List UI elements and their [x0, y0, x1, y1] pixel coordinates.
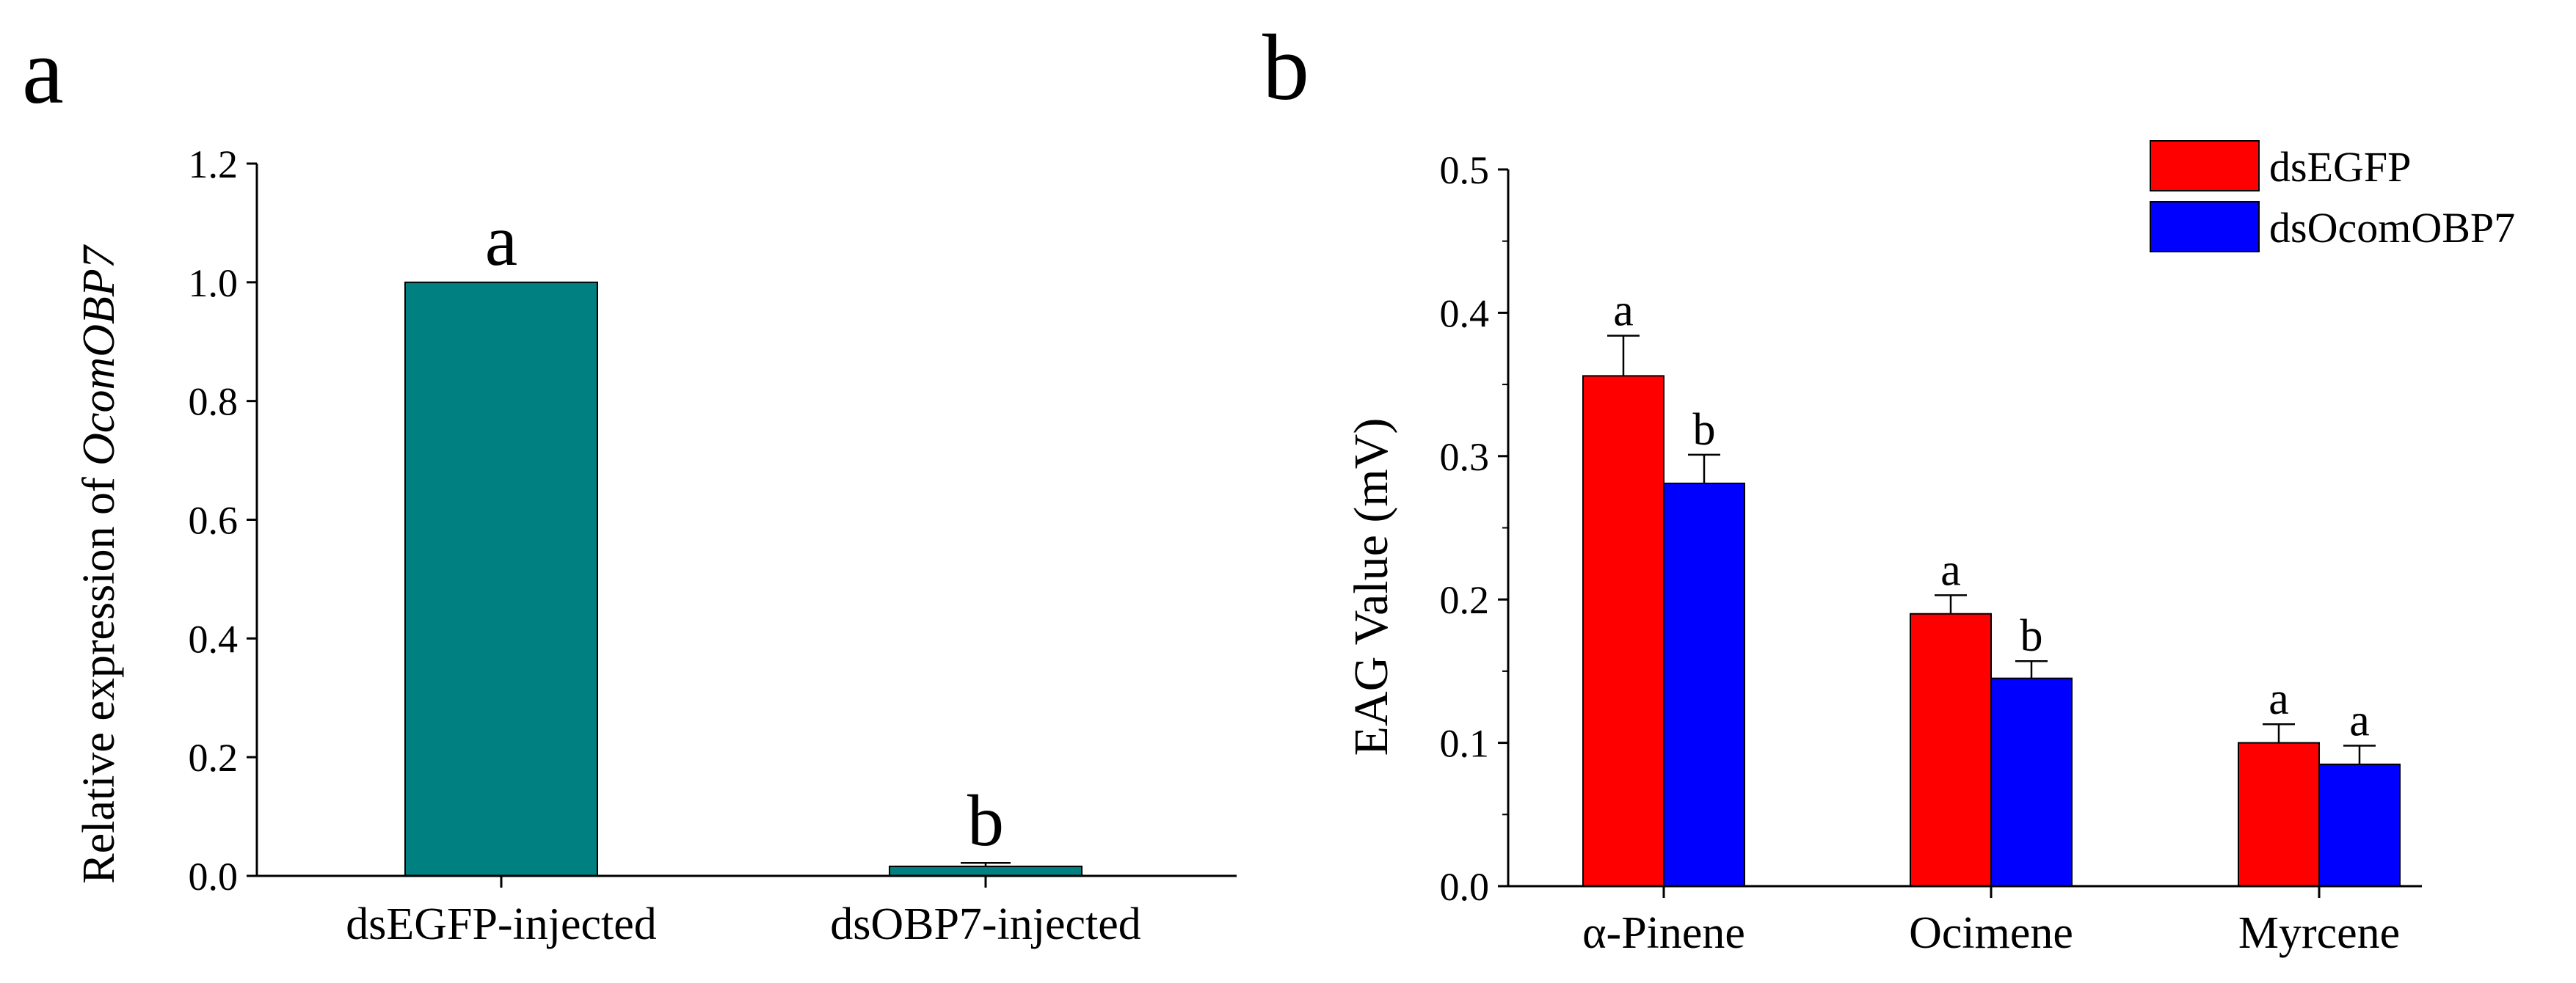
panel-b-significance-letter: a	[1940, 545, 1961, 595]
panel-a-y-axis-title-prefix: Relative expression of	[74, 466, 124, 884]
panel-a-y-tick-label: 0.0	[189, 855, 239, 899]
panel-a-significance-letter: b	[967, 780, 1004, 861]
panel-a-y-tick-label: 0.2	[189, 736, 239, 780]
panel-b-y-tick-label: 0.2	[1440, 578, 1490, 622]
panel-b-x-tick-label: Ocimene	[1909, 908, 2073, 958]
panel-b: b EAG Value (mV) 0.0 0.1 0.2 0.3 0.4 0.5 a b a b…	[1262, 15, 2515, 958]
panel-b-x-categories: α-Pinene Ocimene Myrcene	[1582, 886, 2400, 958]
legend: dsEGFP dsOcomOBP7	[2150, 140, 2515, 252]
panel-b-x-tick-label: Myrcene	[2238, 908, 2400, 958]
panel-b-y-axis-title: EAG Value (mV)	[1345, 418, 1398, 756]
legend-swatch-dsEGFP	[2150, 140, 2260, 191]
panel-a-y-tick-label: 0.8	[189, 380, 239, 424]
panel-b-bars: a b a b a a	[1582, 286, 2401, 888]
panel-a-bars: ab	[404, 200, 1083, 877]
panel-b-bar-dsEGFP	[1582, 375, 1664, 887]
panel-b-significance-letter: a	[2268, 674, 2289, 724]
panel-a-y-tick-label: 1.2	[189, 142, 239, 186]
panel-b-y-ticks: 0.0 0.1 0.2 0.3 0.4 0.5	[1440, 148, 1508, 909]
panel-b-x-tick-label: α-Pinene	[1582, 908, 1745, 958]
panel-b-bar-dsEGFP	[1910, 613, 1992, 887]
panel-b-significance-letter: b	[2020, 611, 2043, 661]
panel-b-y-tick-label: 0.3	[1440, 435, 1490, 479]
panel-b-bar-dsOcomOBP7	[1663, 482, 1745, 887]
panel-b-y-tick-label: 0.5	[1440, 148, 1490, 192]
panel-a-y-ticks: 0.0 0.2 0.4 0.6 0.8 1.0 1.2	[189, 142, 257, 899]
panel-a-x-categories: dsEGFP-injected dsOBP7-injected	[346, 876, 1141, 949]
panel-a-y-axis-title: Relative expression of OcomOBP7	[74, 244, 124, 883]
panel-a: a Relative expression of OcomOBP7 0.0 0.2…	[22, 19, 1237, 949]
panel-b-bar-dsEGFP	[2238, 742, 2320, 887]
panel-a-significance-letter: a	[485, 200, 517, 281]
panel-a-x-tick-label: dsEGFP-injected	[346, 899, 657, 949]
panel-b-y-tick-label: 0.0	[1440, 865, 1490, 909]
panel-b-bar-dsOcomOBP7	[1990, 677, 2073, 887]
legend-label-dsOcomOBP7: dsOcomOBP7	[2269, 204, 2515, 252]
panel-b-y-tick-label: 0.4	[1440, 291, 1490, 335]
panel-a-bar	[404, 281, 598, 877]
legend-label-dsEGFP: dsEGFP	[2269, 143, 2411, 191]
legend-swatch-dsOcomOBP7	[2150, 201, 2260, 252]
panel-a-y-axis-title-gene: OcomOBP7	[74, 244, 124, 466]
panel-a-bar	[889, 866, 1083, 877]
panel-b-significance-letter: a	[2349, 696, 2370, 746]
panel-b-label: b	[1262, 15, 1309, 120]
panel-a-label: a	[22, 19, 64, 123]
panel-b-y-tick-label: 0.1	[1440, 722, 1490, 766]
panel-b-significance-letter: a	[1613, 286, 1634, 336]
panel-a-x-tick-label: dsOBP7-injected	[830, 899, 1141, 949]
panel-a-y-tick-label: 1.0	[189, 261, 239, 305]
panel-a-y-tick-label: 0.6	[189, 499, 239, 543]
panel-a-y-tick-label: 0.4	[189, 617, 239, 661]
panel-b-significance-letter: b	[1693, 405, 1716, 455]
panel-b-bar-dsOcomOBP7	[2318, 763, 2401, 888]
